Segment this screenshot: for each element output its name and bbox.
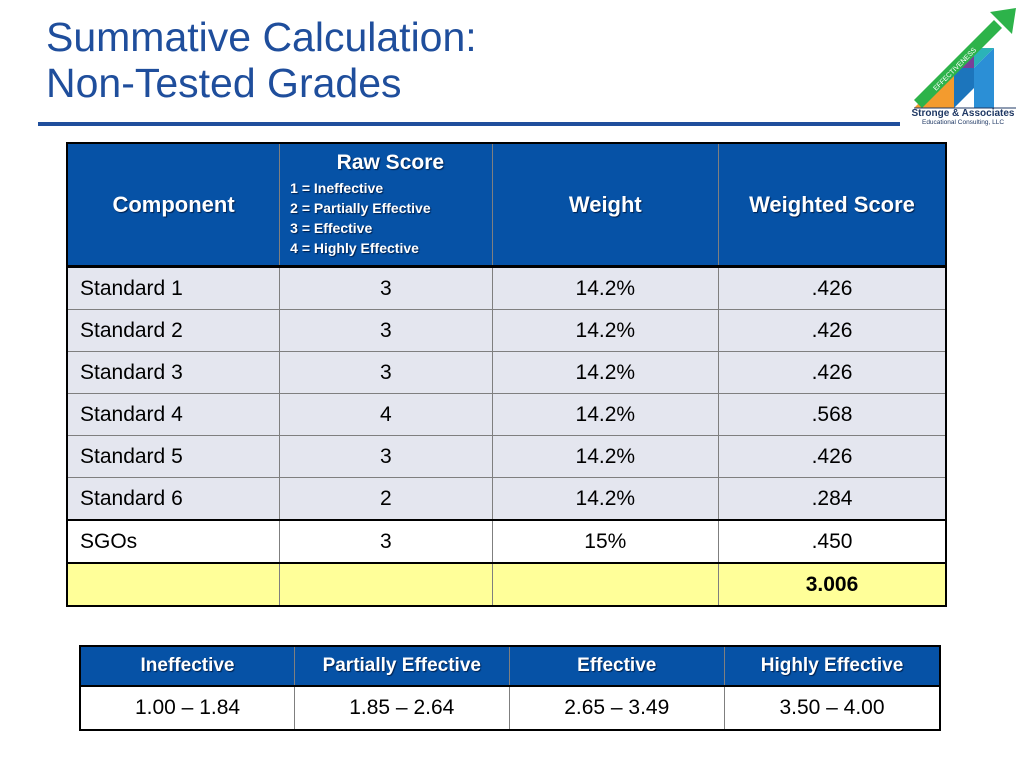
table-row: Standard 1 3 14.2% .426 [66, 266, 947, 310]
raw-score-scale-2: 2 = Partially Effective [290, 200, 431, 216]
table-header-row: Component Raw Score 1 = Ineffective 2 = … [66, 142, 947, 268]
raw-score-scale-1: 1 = Ineffective [290, 180, 384, 196]
table-row-sgos: SGOs 3 15% .450 [66, 519, 947, 564]
cell-weighted-score: .426 [718, 266, 947, 310]
cell-weight: 14.2% [491, 266, 720, 310]
total-cell-raw-score [279, 562, 493, 607]
cell-component: SGOs [66, 519, 281, 564]
cell-component: Standard 2 [66, 309, 281, 352]
header-weighted-score: Weighted Score [718, 142, 947, 268]
scale-range-row: 1.00 – 1.84 1.85 – 2.64 2.65 – 3.49 3.50… [79, 685, 941, 731]
cell-component: Standard 1 [66, 266, 281, 310]
cell-raw-score: 3 [279, 309, 493, 352]
cell-component: Standard 6 [66, 477, 281, 521]
table-row: Standard 6 2 14.2% .284 [66, 477, 947, 521]
cell-raw-score: 3 [279, 519, 493, 564]
title-divider [38, 122, 900, 126]
rating-scale-table: Ineffective Partially Effective Effectiv… [79, 645, 941, 731]
logo-blue-triangle-2 [974, 48, 994, 108]
slide-title-line2: Non-Tested Grades [46, 60, 402, 106]
slide-title: Summative Calculation: Non-Tested Grades [46, 14, 477, 106]
cell-weight: 14.2% [491, 351, 720, 394]
scale-header-row: Ineffective Partially Effective Effectiv… [79, 645, 941, 687]
cell-weighted-score: .568 [718, 393, 947, 436]
scale-range-highly-effective: 3.50 – 4.00 [723, 685, 941, 731]
header-raw-score: Raw Score 1 = Ineffective 2 = Partially … [279, 142, 493, 268]
stronge-associates-logo: EFFECTIVENESS [914, 8, 1016, 109]
cell-weight: 14.2% [491, 435, 720, 478]
total-cell-weight [491, 562, 720, 607]
cell-weighted-score: .426 [718, 351, 947, 394]
cell-weight: 15% [491, 519, 720, 564]
cell-raw-score: 2 [279, 477, 493, 521]
scale-header-partially-effective: Partially Effective [294, 645, 510, 687]
scale-header-effective: Effective [508, 645, 725, 687]
header-weight: Weight [491, 142, 720, 268]
logo-arrow-head [990, 8, 1016, 34]
logo-green-ribbon [914, 20, 1002, 108]
cell-weighted-score: .450 [718, 519, 947, 564]
scale-range-partially-effective: 1.85 – 2.64 [294, 685, 510, 731]
table-row: Standard 5 3 14.2% .426 [66, 435, 947, 478]
scale-range-ineffective: 1.00 – 1.84 [79, 685, 296, 731]
cell-weighted-score: .284 [718, 477, 947, 521]
logo-company-subtitle: Educational Consulting, LLC [921, 119, 1005, 126]
scale-range-effective: 2.65 – 3.49 [508, 685, 725, 731]
cell-raw-score: 4 [279, 393, 493, 436]
table-row-total: 3.006 [66, 562, 947, 607]
cell-weight: 14.2% [491, 477, 720, 521]
raw-score-scale-3: 3 = Effective [290, 220, 373, 236]
cell-raw-score: 3 [279, 351, 493, 394]
header-component: Component [66, 142, 281, 268]
total-cell-component [66, 562, 281, 607]
cell-component: Standard 4 [66, 393, 281, 436]
summative-calculation-table: Component Raw Score 1 = Ineffective 2 = … [66, 142, 947, 607]
scale-header-ineffective: Ineffective [79, 645, 296, 687]
total-weighted-score: 3.006 [718, 562, 947, 607]
table-row: Standard 4 4 14.2% .568 [66, 393, 947, 436]
logo-company-name: Stronge & Associates [911, 108, 1015, 119]
table-row: Standard 2 3 14.2% .426 [66, 309, 947, 352]
table-row: Standard 3 3 14.2% .426 [66, 351, 947, 394]
raw-score-scale-4: 4 = Highly Effective [290, 240, 419, 256]
scale-header-highly-effective: Highly Effective [723, 645, 941, 687]
slide-title-line1: Summative Calculation: [46, 14, 477, 60]
cell-raw-score: 3 [279, 266, 493, 310]
cell-raw-score: 3 [279, 435, 493, 478]
cell-weighted-score: .426 [718, 309, 947, 352]
cell-weighted-score: .426 [718, 435, 947, 478]
cell-weight: 14.2% [491, 309, 720, 352]
cell-component: Standard 3 [66, 351, 281, 394]
cell-weight: 14.2% [491, 393, 720, 436]
cell-component: Standard 5 [66, 435, 281, 478]
raw-score-title: Raw Score [336, 151, 445, 174]
